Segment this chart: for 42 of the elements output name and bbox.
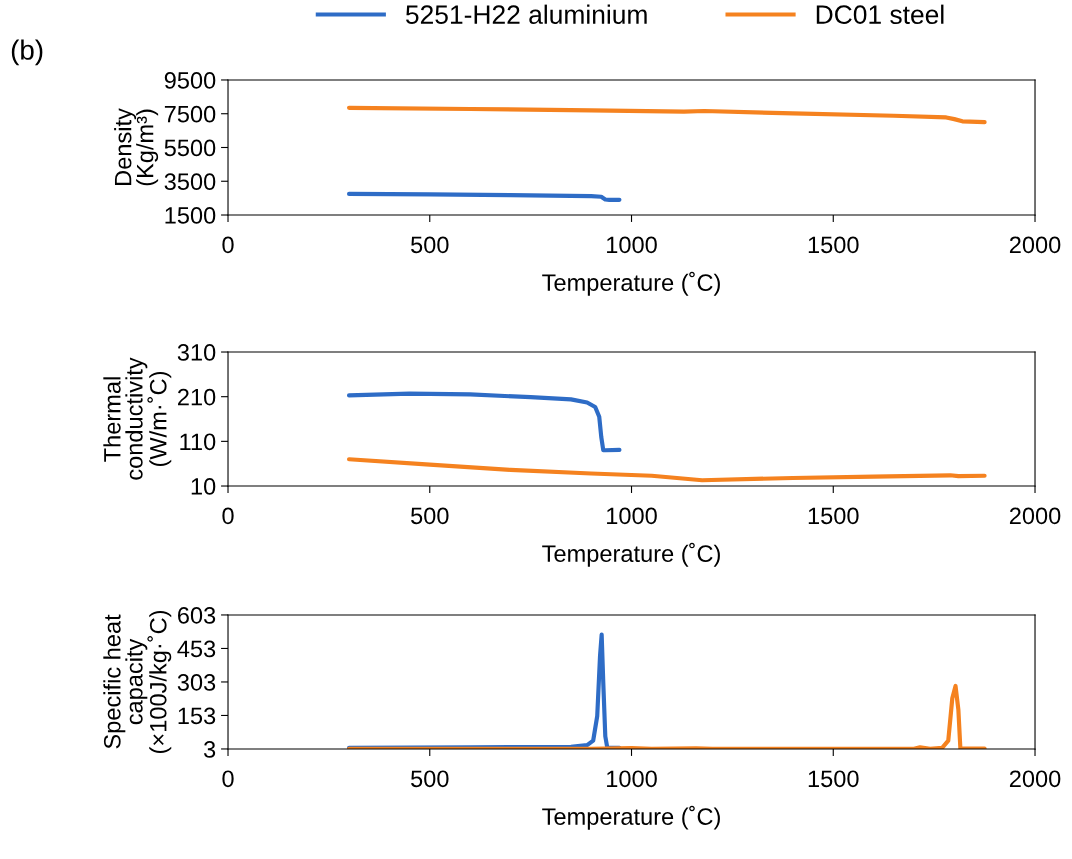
legend-label: DC01 steel [816,4,944,24]
y-tick-label: 7500 [164,105,216,123]
y-tick-label: 5500 [164,139,216,157]
y-tick-label: 210 [178,388,216,406]
x-axis-title: Temperature (˚C) [542,805,720,830]
line-series [346,683,987,749]
x-tick-label: 1000 [607,236,657,254]
x-tick-label: 1500 [808,770,859,788]
x-tick-label: 2000 [1009,770,1061,788]
y-tick-label: 310 [177,344,216,361]
y-axis-title: Specific heat capacity (×100J/kg·˚C) [103,610,172,753]
x-tick-label: 0 [222,770,234,788]
x-tick-label: 0 [222,507,234,525]
y-tick-label: 110 [180,433,216,451]
y-tick-label: 1500 [165,207,216,224]
y-axis-title: Density (Kg/m³) [114,108,159,186]
x-tick-label: 1000 [607,507,657,525]
y-tick-label: 3500 [164,173,216,191]
x-axis-title: Temperature (˚C) [542,271,720,296]
y-tick-label: 303 [177,674,216,691]
x-tick-label: 1500 [808,507,859,525]
line-series [346,105,987,125]
y-tick-label: 3 [203,741,216,758]
y-tick-label: 153 [178,707,216,725]
line-series [346,457,987,483]
x-tick-label: 500 [411,770,449,788]
x-tick-label: 500 [411,507,449,525]
x-tick-label: 1000 [607,770,657,788]
legend-label: 5251-H22 aluminium [405,4,647,24]
y-tick-label: 603 [178,607,216,624]
x-tick-label: 1500 [808,236,859,254]
y-tick-label: 9500 [164,72,216,89]
y-tick-label: 453 [177,640,216,658]
x-tick-label: 2000 [1009,507,1061,525]
text: (b) [11,39,43,66]
x-tick-label: 2000 [1009,236,1061,254]
y-tick-label: 10 [191,478,216,495]
y-axis-title: Thermal conductivity (W/m·˚C) [103,357,172,480]
x-axis-title: Temperature (˚C) [542,542,720,567]
x-tick-label: 0 [222,236,234,254]
line-series [346,391,622,453]
x-tick-label: 500 [411,236,449,254]
